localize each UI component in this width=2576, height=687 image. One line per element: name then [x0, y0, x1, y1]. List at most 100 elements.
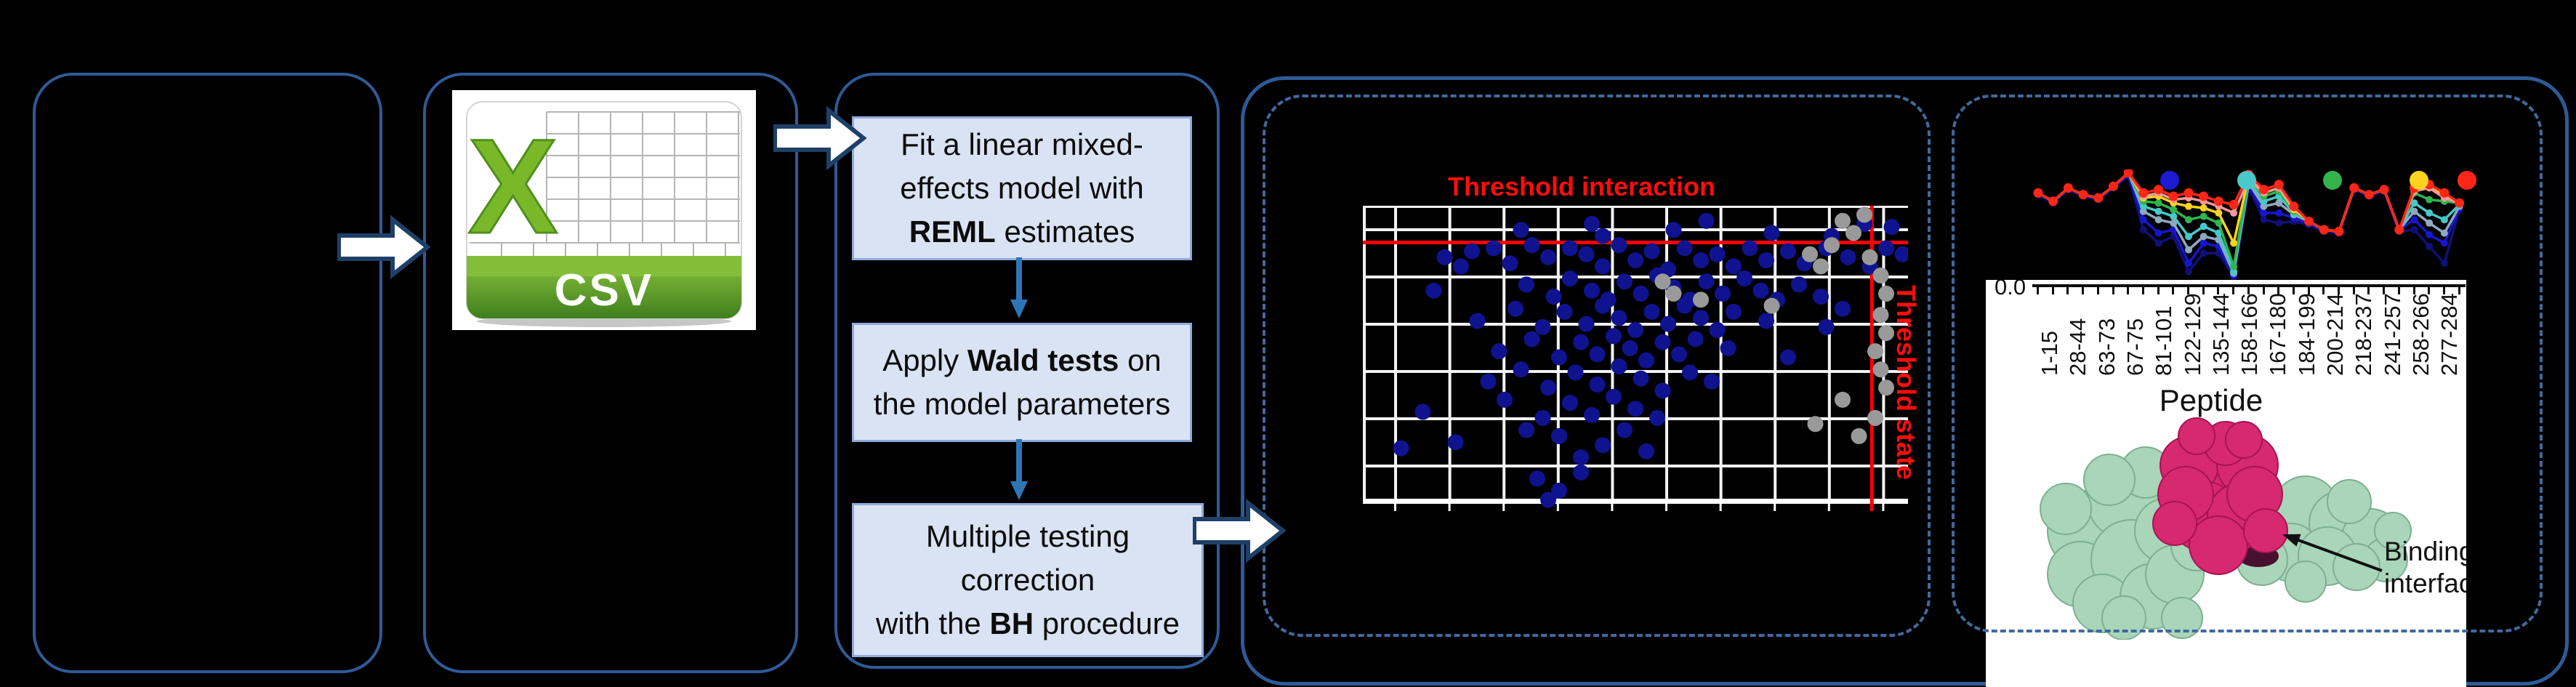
- panel-statistics: Fit a linear mixed-effects model with REM…: [834, 73, 1220, 669]
- blue-point: [1529, 470, 1545, 487]
- axis-tick: [2202, 287, 2205, 294]
- blue-point: [1758, 313, 1774, 329]
- blue-point: [1682, 364, 1698, 381]
- annotation-arrow: [2282, 534, 2383, 572]
- gray-point: [1846, 225, 1861, 241]
- gray-point: [1872, 361, 1889, 378]
- legend-dot-1: [2160, 171, 2179, 190]
- blue-point: [1671, 346, 1687, 363]
- y-axis-tick-label: 0.0: [1995, 280, 2026, 300]
- blue-point: [1567, 364, 1584, 381]
- binding-interface-label-line1: Binding: [2384, 537, 2466, 566]
- down-arrow-icon: [1010, 439, 1028, 500]
- binding-interface-label-line2: interface: [2384, 569, 2466, 598]
- gray-point: [1654, 273, 1671, 290]
- blue-point: [1709, 246, 1726, 262]
- blue-point: [1878, 240, 1894, 257]
- blue-point: [1551, 349, 1567, 366]
- blue-point: [1606, 328, 1622, 345]
- blue-point: [1617, 273, 1633, 290]
- legend-dot-5: [2458, 171, 2476, 190]
- blue-point: [1791, 276, 1807, 293]
- gray-point: [1665, 285, 1682, 302]
- flow-arrow-3: [1193, 497, 1286, 564]
- blue-point: [1491, 343, 1508, 360]
- blue-point: [1540, 249, 1556, 265]
- axis-tick: [2367, 287, 2370, 294]
- blue-point: [1502, 255, 1518, 272]
- axis-tick: [2187, 287, 2189, 294]
- axis-tick: [2247, 287, 2250, 294]
- panel-csv: [423, 73, 798, 673]
- flow-arrow-2: [773, 105, 866, 172]
- axis-tick: [2112, 287, 2114, 294]
- blue-point: [1573, 449, 1589, 466]
- panel-scatter-dashed: [1263, 95, 1931, 637]
- axis-tick: [2232, 287, 2235, 294]
- blue-point: [1835, 300, 1851, 317]
- x-axis-line: [2032, 284, 2466, 287]
- blue-point: [1709, 321, 1726, 338]
- blue-point: [1715, 285, 1731, 302]
- gray-point: [1802, 246, 1818, 262]
- csv-file-icon: X CSV: [466, 101, 742, 327]
- blue-point: [1393, 440, 1409, 457]
- blue-point: [1633, 285, 1649, 302]
- blue-point: [1562, 395, 1578, 411]
- blue-point: [1818, 318, 1835, 335]
- blue-point: [1676, 240, 1693, 257]
- gray-point: [1835, 391, 1851, 408]
- blue-point: [1643, 243, 1660, 260]
- blue-point: [1780, 349, 1796, 366]
- blue-point: [1513, 361, 1529, 378]
- blue-point: [1698, 273, 1715, 290]
- excel-x-letter: X: [468, 112, 558, 262]
- protein-structure-image: [2040, 417, 2412, 640]
- blue-point: [1763, 225, 1780, 241]
- axis-tick: [2338, 287, 2340, 294]
- blue-point: [1742, 240, 1758, 257]
- axis-tick: [2082, 287, 2085, 294]
- blue-point: [1556, 303, 1573, 320]
- right-arrow-icon: [1193, 498, 1286, 563]
- x-axis-title: Peptide: [2159, 383, 2263, 417]
- gray-point: [1763, 297, 1780, 314]
- gray-point: [1867, 409, 1883, 426]
- blue-point: [1611, 237, 1627, 254]
- gray-point: [1693, 292, 1709, 308]
- axis-tick: [2051, 287, 2054, 294]
- blue-point: [1622, 340, 1638, 356]
- blue-point: [1524, 237, 1540, 254]
- blue-point: [1453, 258, 1469, 275]
- blue-point: [1752, 282, 1769, 299]
- blue-point: [1643, 303, 1660, 320]
- blue-point: [1660, 316, 1676, 332]
- axis-tick: [2217, 287, 2220, 294]
- axis-tick: [2277, 287, 2280, 294]
- right-arrow-icon: [337, 214, 430, 280]
- blue-point: [1726, 303, 1742, 320]
- blue-point: [1436, 249, 1453, 265]
- blue-point: [1595, 258, 1611, 275]
- axis-tick: [2096, 287, 2099, 294]
- blue-point: [1720, 340, 1736, 356]
- csv-photo: X CSV: [452, 90, 756, 330]
- axis-tick: [2307, 287, 2310, 294]
- blue-point: [1518, 276, 1534, 293]
- axis-tick: [2127, 287, 2130, 294]
- blue-point: [1665, 222, 1682, 238]
- gray-point: [1813, 258, 1829, 275]
- axis-tick: [2292, 287, 2295, 294]
- blue-point: [1513, 222, 1529, 238]
- blue-point: [1578, 316, 1595, 332]
- blue-point: [1595, 437, 1611, 454]
- blue-point: [1606, 388, 1622, 405]
- down-arrow-icon: [1010, 257, 1028, 318]
- axis-tick: [2037, 287, 2039, 294]
- blue-point: [1540, 379, 1556, 396]
- blue-point: [1595, 228, 1611, 244]
- blue-point: [1883, 219, 1900, 236]
- gray-point: [1872, 307, 1889, 324]
- blue-point: [1480, 373, 1497, 390]
- gray-point: [1856, 206, 1872, 223]
